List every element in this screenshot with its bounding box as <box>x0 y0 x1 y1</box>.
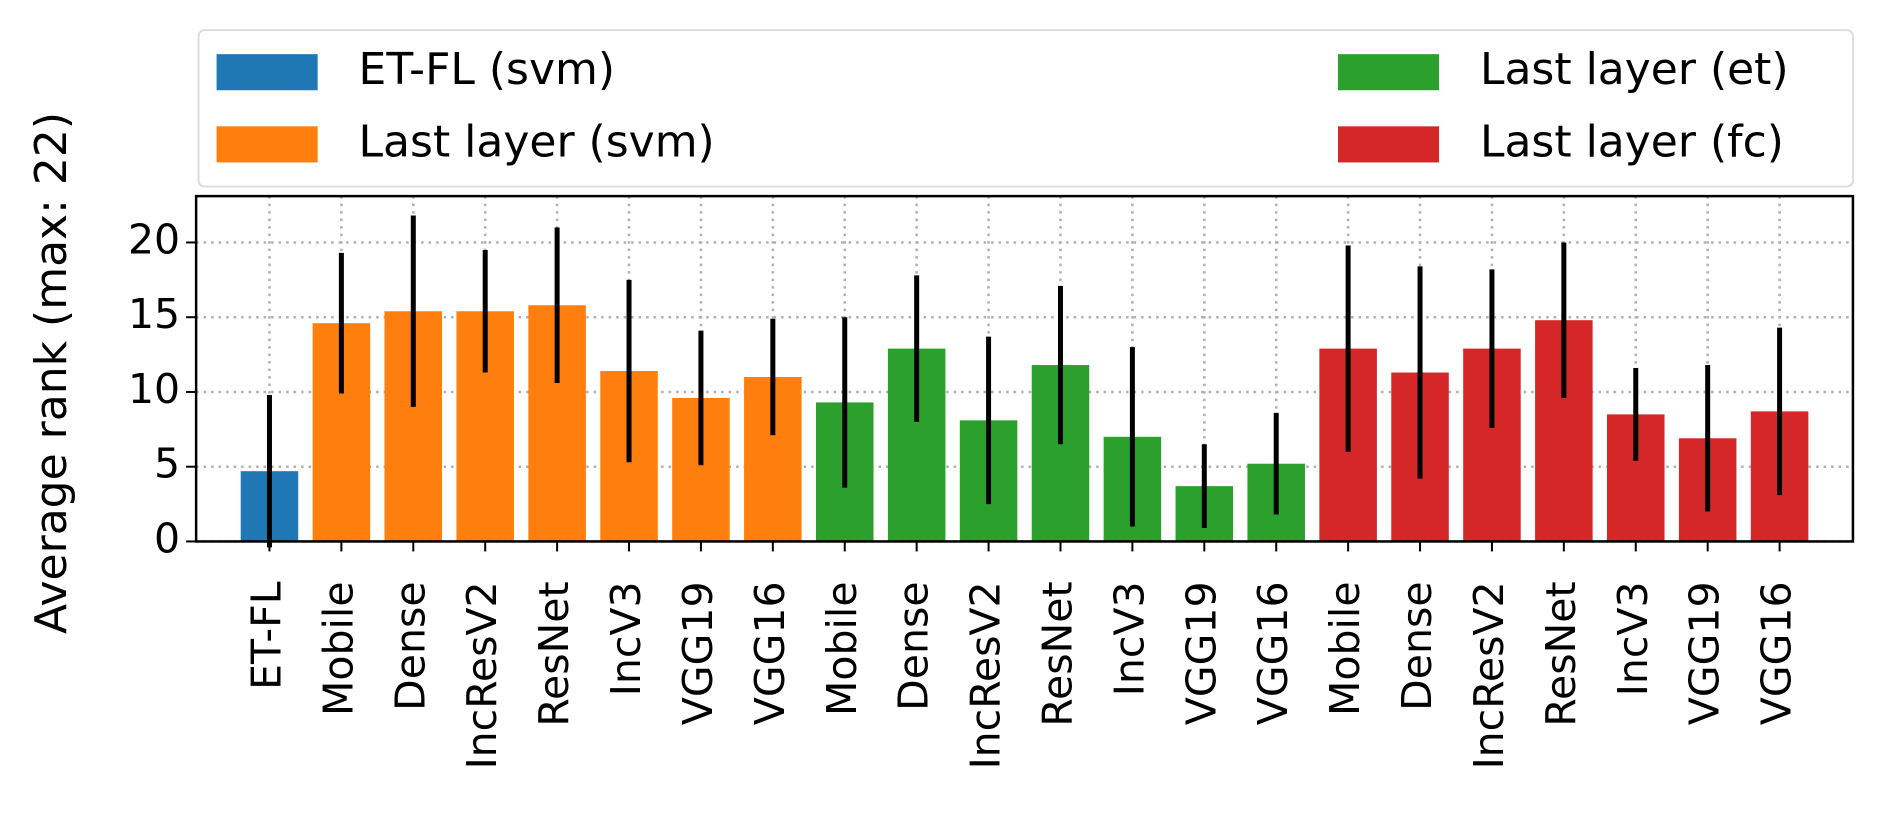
legend-swatch <box>1337 54 1440 91</box>
y-tick-label: 0 <box>154 514 180 562</box>
legend-label: Last layer (fc) <box>1480 116 1784 167</box>
x-tick-label: VGG16 <box>1249 581 1297 725</box>
y-tick-label: 10 <box>128 365 180 413</box>
x-tick-label: ResNet <box>1537 581 1585 726</box>
legend-label: ET-FL (svm) <box>359 44 615 95</box>
x-tick-label: IncV3 <box>1609 581 1657 696</box>
x-tick-label: IncResV2 <box>962 581 1010 769</box>
x-tick-label: ResNet <box>530 581 578 726</box>
legend-label: Last layer (et) <box>1480 44 1789 95</box>
legend-box <box>197 29 1854 188</box>
x-tick-label: Dense <box>1393 581 1441 710</box>
x-tick-label: VGG19 <box>1681 581 1729 725</box>
x-tick-label: IncV3 <box>1105 581 1153 696</box>
y-axis-label: Average rank (max: 22) <box>26 112 77 634</box>
x-tick-label: Mobile <box>818 581 866 716</box>
x-tick-label: Dense <box>386 581 434 710</box>
x-tick-label: IncResV2 <box>458 581 506 769</box>
x-tick-label: VGG19 <box>1177 581 1225 725</box>
plot-frame <box>194 194 1855 543</box>
y-tick-label: 5 <box>154 440 180 488</box>
y-tick-label: 20 <box>128 215 180 263</box>
x-tick-label: VGG19 <box>674 581 722 725</box>
legend-swatch <box>216 54 318 91</box>
x-tick-label: IncV3 <box>602 581 650 696</box>
x-tick-label: IncResV2 <box>1465 581 1513 769</box>
x-tick-label: VGG16 <box>1753 581 1801 725</box>
legend-label: Last layer (svm) <box>359 116 715 167</box>
x-tick-label: Mobile <box>314 581 362 716</box>
y-tick-label: 15 <box>128 290 180 338</box>
x-tick-label: ResNet <box>1033 581 1081 726</box>
x-tick-label: ET-FL <box>242 581 290 690</box>
x-tick-label: Mobile <box>1321 581 1369 716</box>
x-tick-label: VGG16 <box>746 581 794 725</box>
legend-swatch <box>1337 126 1440 163</box>
legend-swatch <box>216 126 318 163</box>
x-tick-label: Dense <box>890 581 938 710</box>
